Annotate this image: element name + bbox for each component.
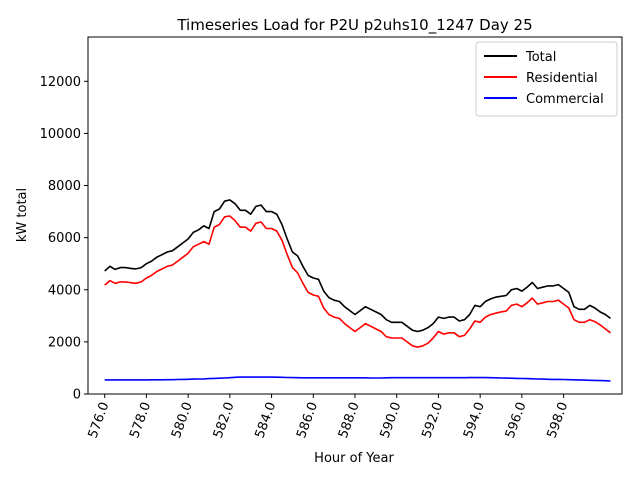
y-tick-label: 2000 xyxy=(48,335,81,350)
y-tick-label: 12000 xyxy=(40,75,81,90)
y-tick-label: 8000 xyxy=(48,179,81,194)
legend-label-total: Total xyxy=(525,50,556,65)
series-line-residential xyxy=(104,215,611,348)
series-line-total xyxy=(104,199,611,333)
y-tick-label: 0 xyxy=(73,388,81,403)
legend-label-residential: Residential xyxy=(526,71,598,86)
y-tick-label: 10000 xyxy=(40,127,81,142)
y-tick-label: 6000 xyxy=(48,231,81,246)
legend-label-commercial: Commercial xyxy=(526,92,604,107)
y-axis-label: kW total xyxy=(15,188,30,242)
plot-frame xyxy=(87,36,623,395)
legend: Total Residential Commercial xyxy=(475,41,618,117)
y-tick-label: 4000 xyxy=(48,283,81,298)
chart-title: Timeseries Load for P2U p2uhs10_1247 Day… xyxy=(176,16,532,35)
series-layer xyxy=(104,199,611,382)
x-axis-label: Hour of Year xyxy=(314,451,394,466)
series-line-commercial xyxy=(104,376,611,382)
